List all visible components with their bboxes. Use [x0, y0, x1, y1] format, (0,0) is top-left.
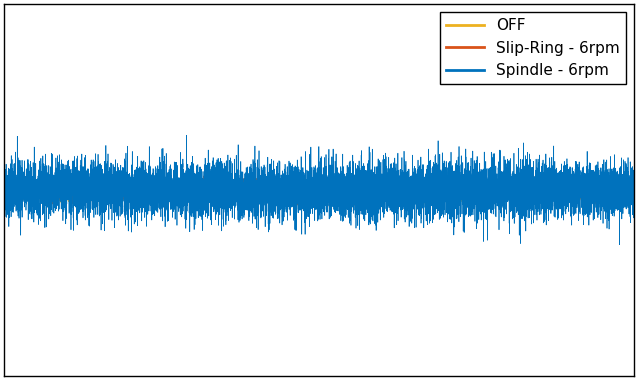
- Slip-Ring - 6rpm: [630, 195, 637, 200]
- Spindle - 6rpm: [1, 181, 8, 185]
- Spindle - 6rpm: [308, 179, 316, 184]
- OFF: [158, 205, 165, 209]
- Spindle - 6rpm: [26, 183, 34, 188]
- Slip-Ring - 6rpm: [3, 187, 11, 192]
- Slip-Ring - 6rpm: [38, 186, 46, 191]
- Line: Spindle - 6rpm: Spindle - 6rpm: [4, 135, 634, 245]
- Spindle - 6rpm: [182, 133, 190, 138]
- Line: Slip-Ring - 6rpm: Slip-Ring - 6rpm: [4, 169, 634, 208]
- Spindle - 6rpm: [124, 188, 131, 193]
- Spindle - 6rpm: [630, 179, 637, 183]
- Slip-Ring - 6rpm: [368, 167, 376, 171]
- OFF: [1, 186, 8, 191]
- OFF: [3, 183, 11, 188]
- Slip-Ring - 6rpm: [124, 188, 131, 192]
- Slip-Ring - 6rpm: [597, 193, 604, 197]
- OFF: [38, 189, 46, 193]
- Spindle - 6rpm: [3, 198, 11, 202]
- OFF: [308, 193, 316, 197]
- OFF: [539, 171, 547, 175]
- Slip-Ring - 6rpm: [26, 188, 34, 192]
- OFF: [630, 189, 637, 193]
- Line: OFF: OFF: [4, 173, 634, 207]
- Spindle - 6rpm: [38, 194, 46, 198]
- OFF: [124, 188, 131, 193]
- Slip-Ring - 6rpm: [308, 182, 316, 186]
- Legend: OFF, Slip-Ring - 6rpm, Spindle - 6rpm: OFF, Slip-Ring - 6rpm, Spindle - 6rpm: [440, 12, 626, 84]
- OFF: [26, 192, 34, 196]
- Slip-Ring - 6rpm: [1, 191, 8, 195]
- Spindle - 6rpm: [616, 242, 623, 247]
- Spindle - 6rpm: [597, 182, 604, 187]
- OFF: [597, 184, 604, 189]
- Slip-Ring - 6rpm: [609, 206, 617, 210]
